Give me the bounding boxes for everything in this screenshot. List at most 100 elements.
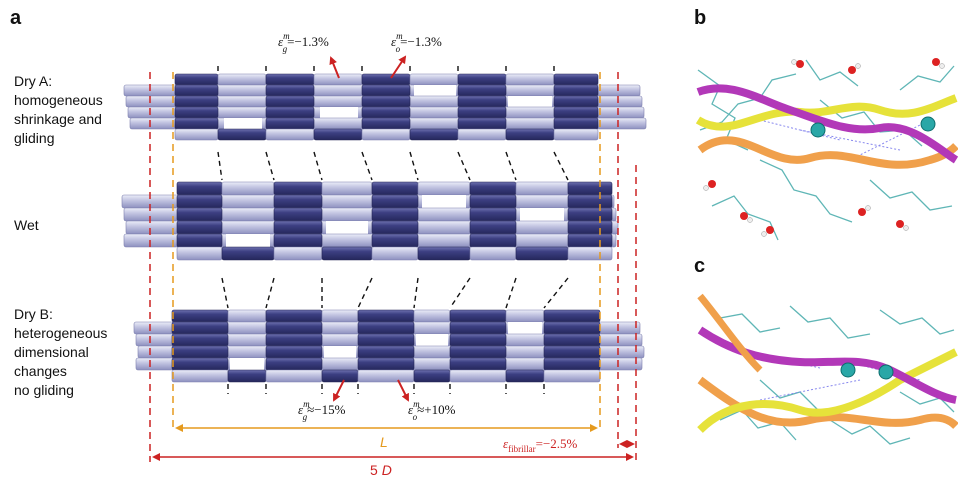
- panel-b-ribbon-magenta: [696, 84, 958, 164]
- connector-line: [357, 277, 373, 309]
- gap-segment: [417, 246, 471, 261]
- overlap-segment: [273, 246, 323, 261]
- row-label-line: shrinkage and: [14, 111, 102, 127]
- hole-segment: [324, 346, 356, 358]
- connector-lines: [217, 66, 569, 394]
- gap-segment: [567, 181, 613, 196]
- overlap-segment: [357, 369, 415, 383]
- overlap-segment: [265, 369, 323, 383]
- gap-segment: [176, 233, 223, 248]
- row-label-line: Dry B:: [14, 306, 53, 322]
- hole-segment: [326, 221, 368, 234]
- overlap-segment: [553, 128, 599, 141]
- gap-segment: [543, 345, 601, 359]
- overlap-segment: [171, 369, 229, 383]
- gap-segment: [265, 73, 315, 86]
- label-eps-o-top: εm o=−1.3%: [391, 31, 442, 54]
- gap-segment: [567, 207, 613, 222]
- panel-c-background: [694, 282, 956, 476]
- connector-line: [217, 151, 223, 181]
- gap-segment: [409, 128, 459, 141]
- gap-segment: [567, 233, 613, 248]
- gap-segment: [171, 345, 229, 359]
- hole-segment: [226, 234, 270, 247]
- connector-line: [361, 151, 373, 181]
- dimension-L-label: L: [380, 434, 388, 450]
- gap-segment: [361, 73, 411, 86]
- gap-segment: [357, 357, 415, 371]
- panel-b-ion-sphere: [920, 116, 936, 132]
- panel-c-ion-sphere: [840, 362, 856, 378]
- gap-segment: [371, 194, 419, 209]
- gap-segment: [449, 309, 507, 323]
- gap-segment: [171, 357, 229, 371]
- row-label-line: heterogeneous: [14, 325, 107, 341]
- gap-segment: [505, 128, 555, 141]
- gap-segment: [449, 357, 507, 371]
- connector-line: [449, 277, 471, 309]
- connector-line: [265, 151, 275, 181]
- gap-segment: [469, 207, 517, 222]
- overlap-segment: [176, 246, 223, 261]
- overlap-segment: [265, 128, 315, 141]
- row-label-line: changes: [14, 363, 67, 379]
- gap-segment: [469, 194, 517, 209]
- connector-line: [505, 277, 517, 309]
- connector-line: [265, 277, 275, 309]
- gap-segment: [469, 181, 517, 196]
- connector-line: [553, 151, 569, 181]
- gap-segment: [457, 73, 507, 86]
- panel-b-ion-sphere: [810, 122, 826, 138]
- arrow-eps-g-bottom: [333, 379, 345, 402]
- overlap-segment: [174, 128, 219, 141]
- strain-arrows: [329, 55, 409, 402]
- connector-line: [221, 277, 229, 309]
- label-eps-g-bottom: εm g≈−15%: [298, 399, 346, 422]
- overlap-segment: [221, 181, 275, 196]
- gap-segment: [176, 181, 223, 196]
- gap-segment: [171, 321, 229, 335]
- gap-segment: [469, 220, 517, 235]
- gap-segment: [553, 95, 599, 108]
- dimension-5D-label: 5 D: [370, 462, 392, 477]
- gap-segment: [176, 194, 223, 209]
- overlap-segment: [227, 309, 267, 323]
- hole-segment: [320, 107, 358, 118]
- gap-segment: [469, 233, 517, 248]
- gap-segment: [321, 369, 359, 383]
- hole-segment: [422, 195, 466, 208]
- gap-segment: [553, 106, 599, 119]
- panel-b-ribbon-orange: [697, 136, 958, 169]
- hole-segment: [416, 334, 448, 346]
- row-label-line: Dry A:: [14, 73, 52, 89]
- gap-segment: [515, 246, 569, 261]
- overlap-segment: [449, 369, 507, 383]
- overlap-segment: [505, 73, 555, 86]
- gap-segment: [457, 106, 507, 119]
- overlap-segment: [321, 181, 373, 196]
- gap-segment: [361, 84, 411, 97]
- panel-c-ribbon-yellow: [697, 348, 958, 433]
- hole-segment: [414, 85, 456, 96]
- fibril-dry-b: [133, 309, 645, 383]
- panel-c-molecular-image: [694, 282, 958, 476]
- overlap-segment: [413, 309, 451, 323]
- gap-segment: [371, 207, 419, 222]
- connector-line: [457, 151, 471, 181]
- connector-line: [505, 151, 517, 181]
- gap-segment: [361, 95, 411, 108]
- gap-segment: [174, 95, 219, 108]
- gap-segment: [543, 309, 601, 323]
- row-label-dry-b: Dry B: heterogeneous dimensional changes…: [14, 306, 107, 398]
- gap-segment: [265, 117, 315, 130]
- overlap-segment: [515, 181, 569, 196]
- overlap-segment: [469, 246, 517, 261]
- gap-segment: [543, 357, 601, 371]
- gap-segment: [176, 220, 223, 235]
- overlap-segment: [457, 128, 507, 141]
- gap-segment: [567, 194, 613, 209]
- gap-segment: [174, 84, 219, 97]
- arrow-eps-g-top: [329, 56, 340, 79]
- gap-segment: [174, 117, 219, 130]
